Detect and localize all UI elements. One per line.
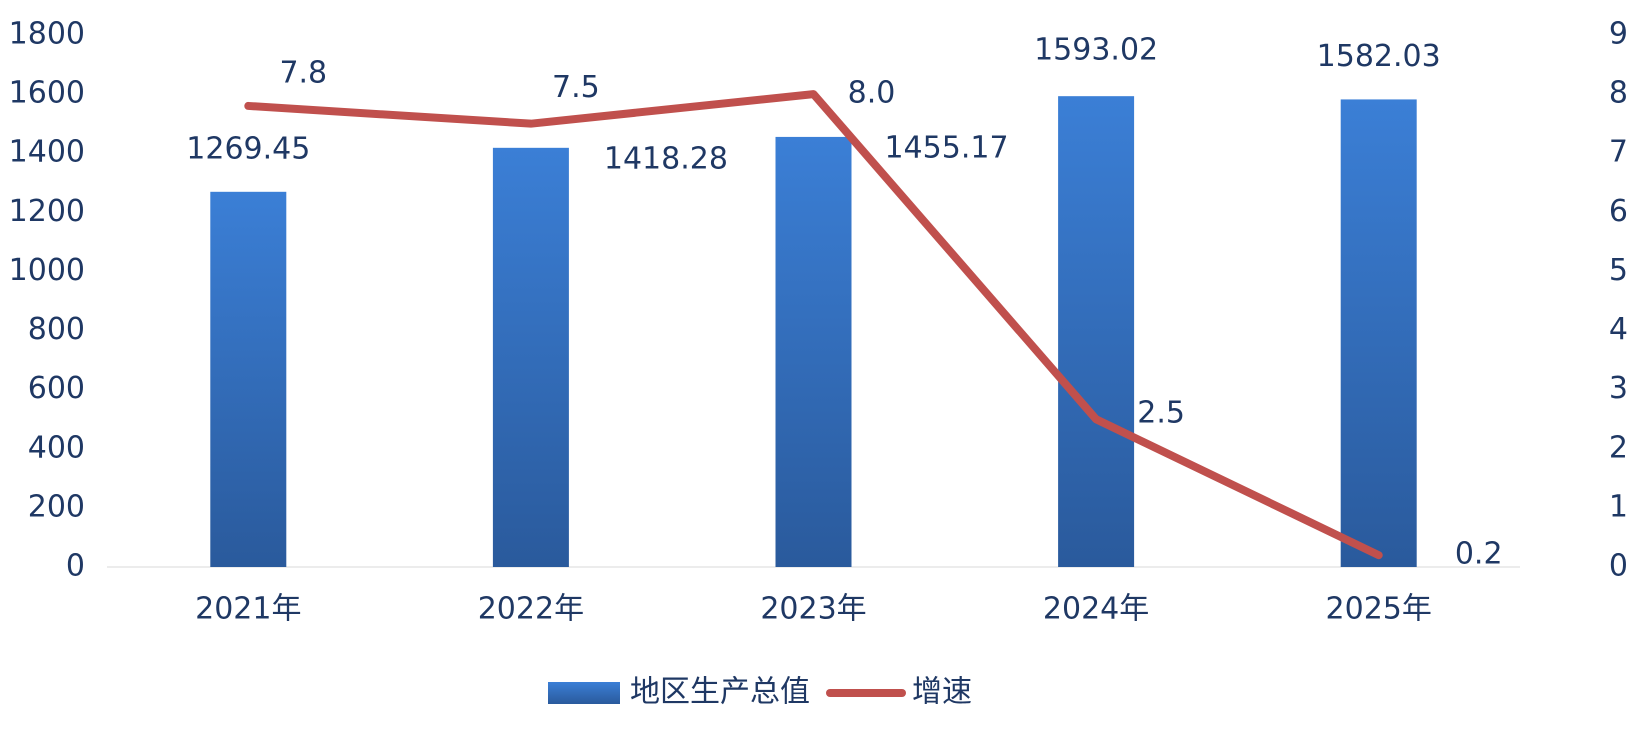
data-label: 1269.45 xyxy=(186,131,310,166)
y2-tick-label: 4 xyxy=(1609,312,1628,347)
data-label: 1593.02 xyxy=(1034,33,1158,68)
legend-label: 地区生产总值 xyxy=(630,675,810,710)
y-tick-label: 1400 xyxy=(9,135,85,170)
x-tick-label: 2024年 xyxy=(1043,592,1149,627)
data-label: 7.8 xyxy=(279,55,327,90)
y-tick-label: 0 xyxy=(66,549,85,584)
data-label: 8.0 xyxy=(848,76,896,111)
y2-tick-label: 7 xyxy=(1609,135,1628,170)
x-tick-label: 2023年 xyxy=(760,592,866,627)
data-label: 1455.17 xyxy=(884,130,1008,165)
y-tick-label: 1800 xyxy=(9,17,85,52)
bar xyxy=(1058,96,1135,568)
y2-tick-label: 6 xyxy=(1609,194,1628,229)
y-tick-label: 1200 xyxy=(9,194,85,229)
bar xyxy=(775,136,852,567)
y2-tick-label: 5 xyxy=(1609,253,1628,288)
bar xyxy=(1340,99,1417,567)
data-label: 1418.28 xyxy=(604,141,728,176)
y-tick-label: 200 xyxy=(28,489,85,524)
data-label: 2.5 xyxy=(1137,396,1185,431)
y2-tick-label: 9 xyxy=(1609,17,1628,52)
legend-swatch xyxy=(548,682,620,704)
y-tick-label: 800 xyxy=(28,312,85,347)
y2-tick-label: 8 xyxy=(1609,76,1628,111)
y2-tick-label: 3 xyxy=(1609,371,1628,406)
y2-tick-label: 2 xyxy=(1609,430,1628,465)
y-tick-label: 600 xyxy=(28,371,85,406)
bar xyxy=(210,191,287,567)
y2-tick-label: 0 xyxy=(1609,549,1628,584)
data-label: 7.5 xyxy=(552,70,600,105)
x-tick-label: 2021年 xyxy=(195,592,301,627)
data-label: 0.2 xyxy=(1455,537,1503,572)
y-tick-label: 400 xyxy=(28,430,85,465)
y2-tick-label: 1 xyxy=(1609,489,1628,524)
line xyxy=(244,90,1383,560)
legend-label: 增速 xyxy=(912,675,972,710)
x-tick-label: 2025年 xyxy=(1326,592,1432,627)
y-tick-label: 1600 xyxy=(9,76,85,111)
bar xyxy=(492,147,569,568)
x-tick-label: 2022年 xyxy=(478,592,584,627)
data-label: 1582.03 xyxy=(1317,39,1441,74)
y-tick-label: 1000 xyxy=(9,253,85,288)
